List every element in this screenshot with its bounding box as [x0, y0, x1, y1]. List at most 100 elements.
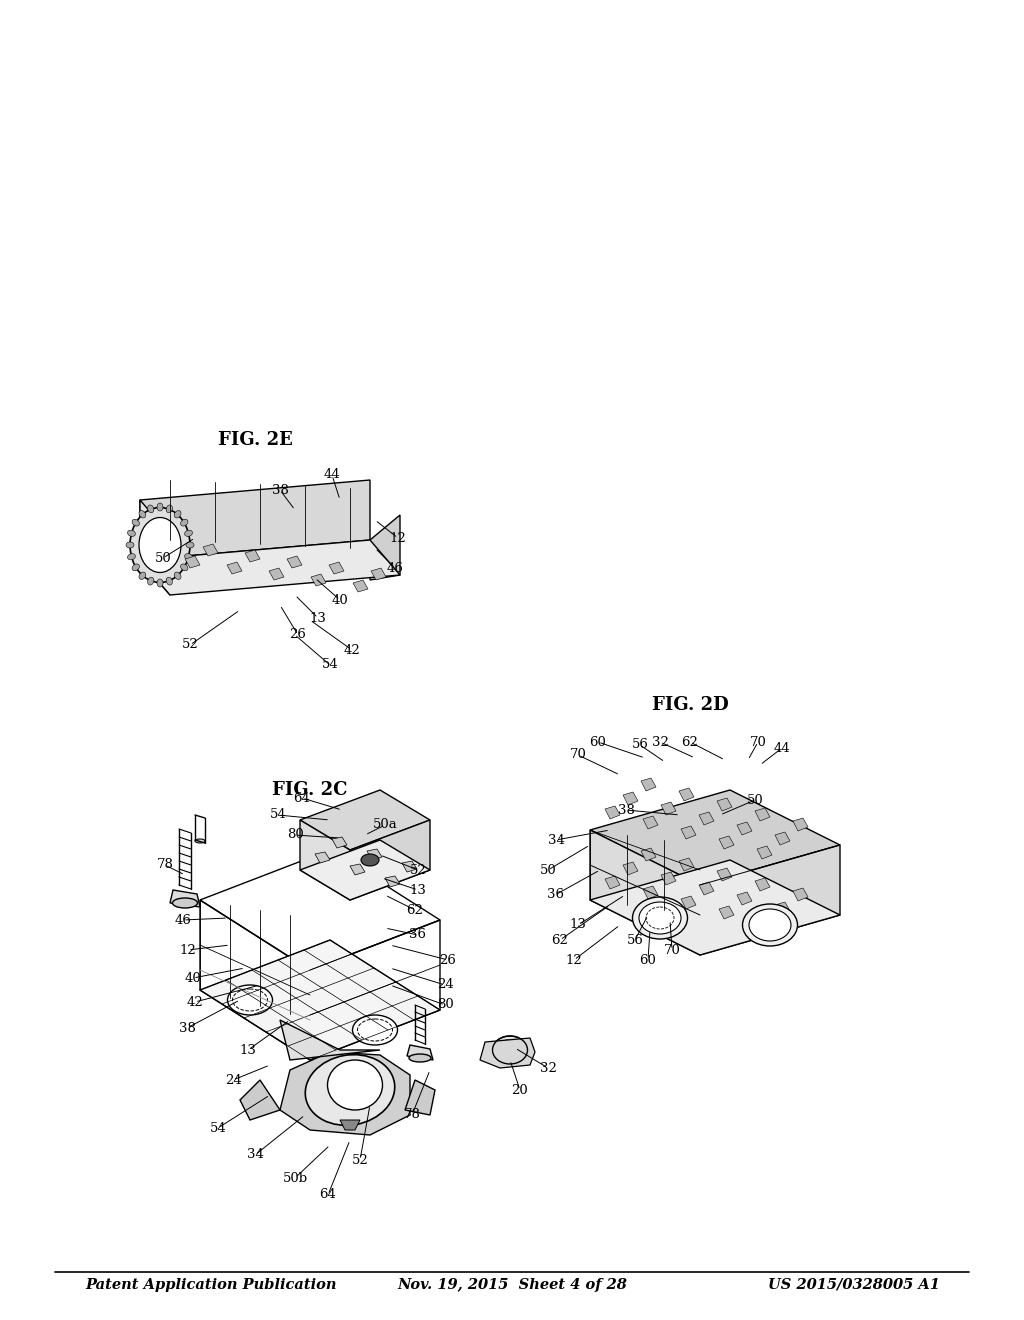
Polygon shape — [140, 500, 170, 595]
Polygon shape — [170, 890, 200, 907]
Ellipse shape — [172, 898, 198, 908]
Text: 80: 80 — [436, 998, 454, 1011]
Polygon shape — [757, 916, 772, 929]
Polygon shape — [332, 837, 347, 847]
Polygon shape — [681, 896, 696, 909]
Text: 42: 42 — [186, 995, 204, 1008]
Polygon shape — [623, 862, 638, 875]
Ellipse shape — [409, 1053, 431, 1063]
Text: 50b: 50b — [283, 1172, 307, 1184]
Text: 52: 52 — [410, 863, 426, 876]
Polygon shape — [623, 792, 638, 805]
Text: 50: 50 — [155, 552, 171, 565]
Polygon shape — [300, 820, 350, 900]
Polygon shape — [643, 886, 658, 899]
Polygon shape — [641, 847, 656, 861]
Ellipse shape — [498, 1040, 518, 1056]
Text: FIG. 2E: FIG. 2E — [218, 432, 293, 449]
Polygon shape — [737, 822, 752, 836]
Polygon shape — [719, 836, 734, 849]
Text: FIG. 2D: FIG. 2D — [651, 696, 728, 714]
Ellipse shape — [184, 553, 193, 560]
Text: 13: 13 — [309, 611, 327, 624]
Text: 13: 13 — [410, 883, 426, 896]
Text: 26: 26 — [290, 628, 306, 642]
Ellipse shape — [147, 577, 154, 585]
Text: 24: 24 — [224, 1073, 242, 1086]
Polygon shape — [679, 788, 694, 801]
Text: 60: 60 — [590, 735, 606, 748]
Polygon shape — [300, 840, 430, 900]
Polygon shape — [406, 1080, 435, 1115]
Polygon shape — [203, 544, 218, 556]
Ellipse shape — [128, 531, 135, 536]
Polygon shape — [315, 851, 330, 863]
Ellipse shape — [639, 902, 681, 935]
Polygon shape — [590, 789, 840, 884]
Polygon shape — [245, 550, 260, 562]
Text: 56: 56 — [627, 933, 643, 946]
Ellipse shape — [139, 517, 181, 573]
Polygon shape — [590, 830, 700, 954]
Text: 62: 62 — [682, 735, 698, 748]
Text: 34: 34 — [247, 1148, 263, 1162]
Text: 78: 78 — [403, 1109, 421, 1122]
Polygon shape — [185, 556, 200, 568]
Ellipse shape — [166, 506, 172, 512]
Polygon shape — [140, 480, 370, 560]
Polygon shape — [699, 882, 714, 895]
Ellipse shape — [174, 572, 181, 579]
Ellipse shape — [328, 1060, 383, 1110]
Text: 44: 44 — [773, 742, 791, 755]
Polygon shape — [280, 1052, 410, 1135]
Text: 50: 50 — [746, 793, 763, 807]
Ellipse shape — [633, 898, 687, 939]
Ellipse shape — [147, 506, 154, 512]
Text: 80: 80 — [287, 829, 303, 842]
Ellipse shape — [132, 564, 139, 570]
Polygon shape — [719, 906, 734, 919]
Polygon shape — [755, 808, 770, 821]
Polygon shape — [681, 826, 696, 840]
Polygon shape — [287, 556, 302, 568]
Ellipse shape — [139, 572, 145, 579]
Text: 60: 60 — [640, 953, 656, 966]
Polygon shape — [717, 869, 732, 880]
Polygon shape — [700, 845, 840, 954]
Text: 64: 64 — [319, 1188, 337, 1201]
Polygon shape — [662, 873, 676, 884]
Text: 20: 20 — [512, 1084, 528, 1097]
Text: 13: 13 — [240, 1044, 256, 1056]
Text: 38: 38 — [178, 1022, 196, 1035]
Polygon shape — [371, 568, 386, 579]
Polygon shape — [662, 803, 676, 814]
Text: 46: 46 — [174, 913, 191, 927]
Ellipse shape — [195, 840, 205, 843]
Ellipse shape — [493, 1036, 527, 1064]
Text: 13: 13 — [569, 919, 587, 932]
Polygon shape — [717, 799, 732, 810]
Polygon shape — [793, 818, 808, 832]
Ellipse shape — [305, 1055, 394, 1126]
Text: Patent Application Publication: Patent Application Publication — [85, 1278, 337, 1292]
Ellipse shape — [128, 553, 135, 560]
Ellipse shape — [186, 543, 194, 548]
Ellipse shape — [130, 507, 190, 582]
Ellipse shape — [742, 904, 798, 946]
Ellipse shape — [126, 543, 134, 548]
Text: 12: 12 — [179, 944, 197, 957]
Ellipse shape — [166, 577, 172, 585]
Ellipse shape — [184, 531, 193, 536]
Polygon shape — [240, 1080, 280, 1119]
Polygon shape — [590, 861, 840, 954]
Polygon shape — [269, 568, 284, 579]
Text: 38: 38 — [617, 804, 635, 817]
Polygon shape — [385, 876, 400, 887]
Text: 78: 78 — [157, 858, 173, 871]
Text: 12: 12 — [389, 532, 407, 544]
Polygon shape — [340, 1119, 360, 1130]
Polygon shape — [350, 820, 430, 900]
Polygon shape — [140, 540, 400, 595]
Polygon shape — [353, 579, 368, 591]
Polygon shape — [407, 1045, 433, 1060]
